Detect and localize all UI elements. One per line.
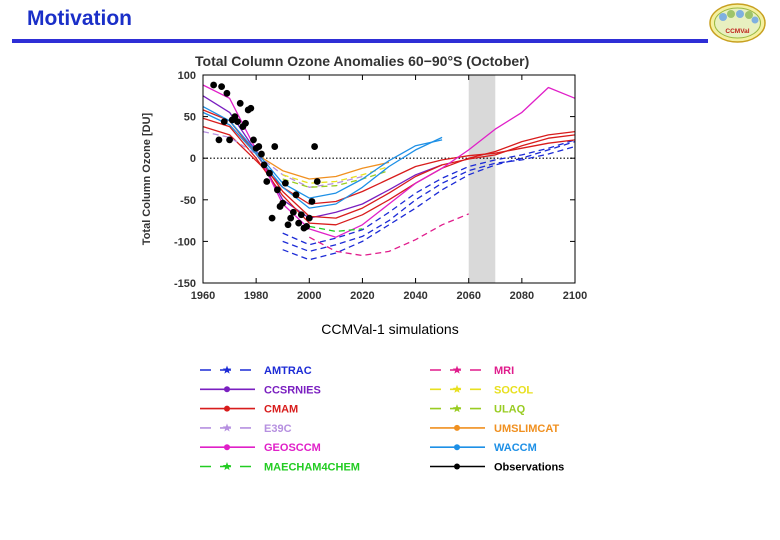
legend-marker-geosccm bbox=[224, 444, 230, 451]
observation-point bbox=[260, 161, 268, 169]
y-tick-label: -150 bbox=[174, 278, 196, 290]
series-line-waccm bbox=[202, 106, 443, 199]
chart-title: Total Column Ozone Anomalies 60−90°S (Oc… bbox=[195, 53, 529, 69]
series-line-ulaq bbox=[282, 170, 390, 188]
observation-point bbox=[231, 113, 239, 120]
legend-label-cmam: CMAM bbox=[264, 404, 298, 416]
observation-point bbox=[215, 136, 223, 144]
x-tick-label: 1960 bbox=[191, 290, 215, 302]
legend-label-socol: SOCOL bbox=[494, 384, 533, 396]
legend-label-ccsrnies: CCSRNIES bbox=[264, 384, 321, 396]
observation-point bbox=[258, 150, 265, 158]
plot-frame bbox=[202, 74, 576, 284]
legend-label-amtrac: AMTRAC bbox=[264, 365, 312, 377]
observation-point bbox=[210, 81, 218, 89]
legend-marker-e39c bbox=[222, 423, 232, 432]
observation-point bbox=[250, 136, 257, 144]
y-tick-label: 50 bbox=[184, 112, 196, 124]
legend-marker-umslimcat bbox=[454, 424, 460, 431]
legend-marker-observations bbox=[454, 463, 460, 470]
legend-marker-maecham4chem bbox=[222, 462, 232, 471]
observation-point bbox=[226, 136, 233, 144]
legend-label-observations: Observations bbox=[494, 462, 564, 474]
legend-label-umslimcat: UMSLIMCAT bbox=[494, 423, 559, 435]
series-line-waccm bbox=[202, 111, 443, 209]
observation-point bbox=[311, 143, 318, 150]
ccmval-logo: CCMVal bbox=[709, 3, 766, 43]
observation-point bbox=[313, 178, 321, 185]
series-line-amtrac bbox=[282, 145, 576, 253]
x-tick-label: 2080 bbox=[510, 290, 534, 302]
x-tick-label: 1980 bbox=[244, 290, 268, 302]
legend-label-waccm: WACCM bbox=[494, 442, 537, 454]
legend-marker-socol bbox=[452, 384, 462, 393]
observation-point bbox=[223, 89, 231, 97]
legend-label-geosccm: GEOSCCM bbox=[264, 442, 321, 454]
series-line-amtrac bbox=[282, 140, 576, 261]
legend-marker-mri bbox=[452, 365, 462, 374]
legend-marker-amtrac bbox=[222, 365, 232, 374]
series-line-mri bbox=[308, 213, 469, 257]
y-tick-label: 0 bbox=[190, 153, 196, 165]
legend-label-maecham4chem: MAECHAM4CHEM bbox=[264, 462, 360, 474]
series-line-maecham4chem bbox=[309, 225, 363, 233]
shaded-period bbox=[468, 75, 496, 283]
observation-point bbox=[268, 214, 276, 222]
series-line-cmam bbox=[202, 125, 576, 205]
observation-point bbox=[274, 186, 281, 194]
observation-point bbox=[271, 143, 279, 150]
observation-point bbox=[297, 211, 305, 219]
legend-label-ulaq: ULAQ bbox=[494, 404, 526, 416]
observation-point bbox=[242, 119, 249, 127]
observation-point bbox=[284, 221, 292, 229]
observation-point bbox=[236, 99, 244, 107]
y-axis-label: Total Column Ozone [DU] bbox=[141, 112, 153, 245]
legend-marker-waccm bbox=[454, 444, 460, 451]
x-tick-label: 2020 bbox=[350, 290, 374, 302]
observation-point bbox=[247, 104, 255, 112]
observation-point bbox=[308, 198, 316, 205]
observation-point bbox=[305, 214, 313, 222]
series-line-amtrac bbox=[282, 139, 576, 246]
observation-point bbox=[295, 219, 303, 227]
legend-marker-cmam bbox=[224, 405, 230, 412]
observation-point bbox=[287, 214, 295, 222]
legend-label-e39c: E39C bbox=[264, 423, 292, 435]
observation-point bbox=[303, 223, 311, 230]
x-tick-label: 2060 bbox=[456, 290, 480, 302]
series-line-ccsrnies bbox=[202, 95, 443, 219]
x-tick-label: 2040 bbox=[403, 290, 427, 302]
legend-label-mri: MRI bbox=[494, 365, 514, 377]
logo-text: CCMVal bbox=[725, 28, 749, 35]
observation-point bbox=[266, 169, 273, 177]
y-tick-label: -50 bbox=[180, 195, 196, 207]
observation-point bbox=[234, 118, 241, 125]
chart-caption: CCMVal-1 simulations bbox=[321, 321, 459, 337]
x-tick-label: 2000 bbox=[297, 290, 321, 302]
observation-point bbox=[279, 199, 287, 207]
slide-title: Motivation bbox=[27, 7, 132, 30]
observation-point bbox=[292, 191, 300, 199]
y-tick-label: -100 bbox=[174, 236, 196, 248]
legend-marker-ccsrnies bbox=[224, 386, 230, 393]
observation-point bbox=[218, 83, 226, 91]
observation-point bbox=[281, 179, 289, 187]
series-line-cmam bbox=[202, 117, 576, 226]
x-tick-label: 2100 bbox=[563, 290, 587, 302]
observation-point bbox=[255, 143, 263, 150]
observation-point bbox=[220, 118, 228, 125]
observation-point bbox=[263, 178, 271, 185]
series-line-socol bbox=[282, 165, 390, 184]
y-tick-label: 100 bbox=[178, 70, 196, 82]
title-divider bbox=[12, 39, 708, 43]
legend-marker-ulaq bbox=[452, 404, 462, 413]
observation-point bbox=[289, 208, 297, 216]
